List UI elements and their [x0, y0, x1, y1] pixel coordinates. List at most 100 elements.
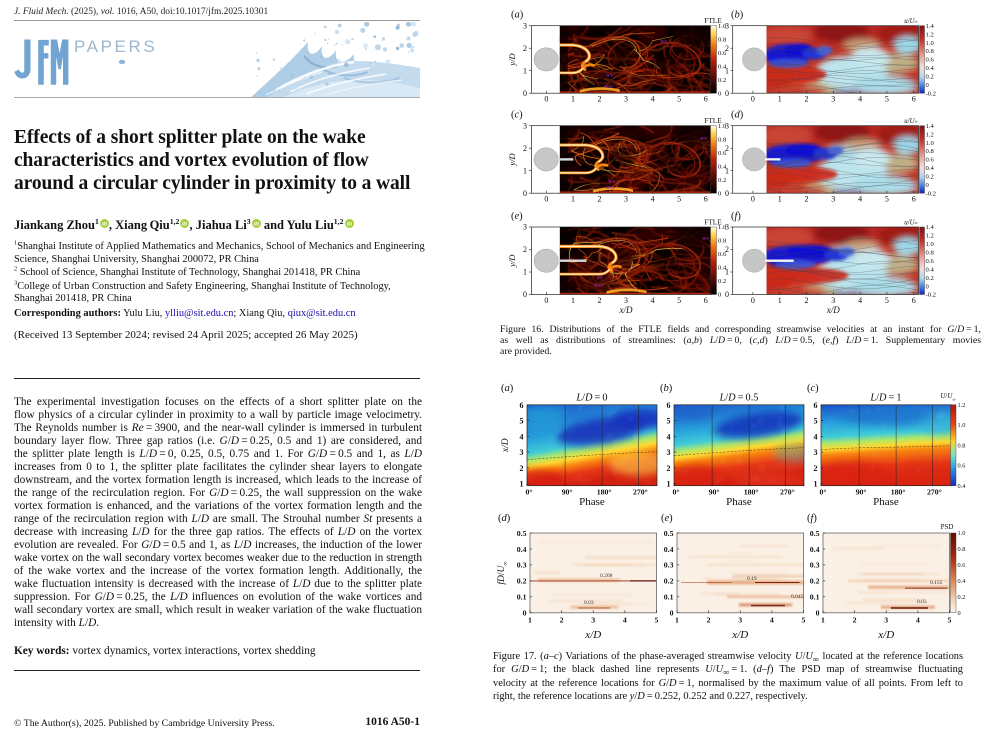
- svg-text:5: 5: [802, 615, 806, 624]
- svg-text:0.6: 0.6: [926, 157, 935, 164]
- svg-text:0: 0: [523, 89, 527, 98]
- svg-text:5: 5: [948, 615, 952, 624]
- svg-text:1.4: 1.4: [926, 123, 935, 130]
- svg-text:0: 0: [751, 296, 755, 305]
- svg-text:4: 4: [623, 615, 627, 624]
- svg-text:4: 4: [651, 296, 655, 305]
- svg-text:3: 3: [831, 195, 835, 204]
- svg-text:270°: 270°: [927, 488, 942, 497]
- svg-text:PAPERS: PAPERS: [74, 37, 157, 56]
- svg-text:1: 1: [523, 268, 527, 277]
- svg-text:FTLE: FTLE: [704, 16, 722, 25]
- svg-text:0: 0: [718, 190, 722, 197]
- svg-text:0.2: 0.2: [926, 174, 934, 181]
- svg-text:0.1: 0.1: [517, 593, 527, 602]
- svg-text:0: 0: [718, 90, 722, 97]
- svg-text:u/U∞: u/U∞: [904, 118, 917, 125]
- svg-text:3: 3: [523, 21, 527, 30]
- svg-text:(a): (a): [511, 10, 524, 21]
- svg-text:0.4: 0.4: [718, 265, 727, 272]
- svg-text:1: 1: [523, 66, 527, 75]
- svg-text:2: 2: [667, 464, 671, 473]
- svg-text:(e): (e): [661, 513, 673, 524]
- svg-text:0: 0: [725, 189, 729, 198]
- svg-text:x/D: x/D: [619, 305, 633, 315]
- svg-text:0: 0: [926, 283, 930, 290]
- svg-text:5: 5: [677, 95, 681, 104]
- svg-text:0.6: 0.6: [958, 562, 966, 569]
- svg-text:0: 0: [926, 182, 930, 189]
- svg-text:3: 3: [667, 448, 671, 457]
- svg-text:4: 4: [770, 615, 774, 624]
- svg-text:1.0: 1.0: [718, 224, 727, 231]
- svg-text:0: 0: [926, 82, 930, 89]
- svg-text:0: 0: [958, 610, 961, 617]
- svg-text:0.6: 0.6: [718, 150, 727, 157]
- svg-text:1: 1: [528, 615, 532, 624]
- svg-text:2: 2: [598, 296, 602, 305]
- svg-text:0.2: 0.2: [810, 577, 820, 586]
- svg-text:0.2: 0.2: [718, 77, 726, 84]
- svg-text:0.6: 0.6: [958, 463, 966, 470]
- svg-text:0.4: 0.4: [926, 65, 935, 72]
- svg-text:6: 6: [704, 296, 708, 305]
- svg-text:2: 2: [523, 245, 527, 254]
- svg-text:4: 4: [520, 432, 524, 441]
- svg-text:3: 3: [523, 121, 527, 130]
- svg-text:0.3: 0.3: [664, 561, 674, 570]
- svg-text:3: 3: [624, 95, 628, 104]
- svg-text:3: 3: [520, 448, 524, 457]
- svg-text:1: 1: [571, 195, 575, 204]
- svg-text:WSV: WSV: [594, 283, 605, 288]
- svg-text:WV2: WV2: [608, 179, 617, 186]
- svg-text:(a): (a): [501, 383, 514, 394]
- svg-text:3: 3: [725, 121, 729, 130]
- svg-text:iD: iD: [102, 222, 107, 228]
- svg-text:0.2: 0.2: [664, 577, 674, 586]
- svg-text:2: 2: [805, 296, 809, 305]
- svg-text:0.6: 0.6: [718, 251, 727, 258]
- svg-text:0.8: 0.8: [718, 36, 727, 43]
- svg-text:0: 0: [544, 195, 548, 204]
- svg-text:0: 0: [751, 95, 755, 104]
- svg-text:1.0: 1.0: [718, 23, 727, 30]
- svg-text:1: 1: [821, 615, 825, 624]
- svg-text:WV1: WV1: [660, 39, 669, 46]
- svg-text:1.0: 1.0: [926, 241, 935, 248]
- svg-text:Phase: Phase: [726, 496, 752, 508]
- svg-text:5: 5: [885, 195, 889, 204]
- svg-text:5: 5: [677, 296, 681, 305]
- svg-text:0°: 0°: [525, 488, 532, 497]
- svg-text:2: 2: [725, 44, 729, 53]
- svg-text:1.2: 1.2: [926, 131, 934, 138]
- svg-text:0.5: 0.5: [664, 529, 674, 538]
- svg-text:1: 1: [675, 615, 679, 624]
- svg-text:3: 3: [725, 223, 729, 232]
- svg-text:0.3: 0.3: [810, 561, 820, 570]
- svg-text:2: 2: [560, 615, 564, 624]
- svg-text:(f): (f): [807, 513, 817, 524]
- svg-text:180°: 180°: [891, 488, 906, 497]
- svg-text:1: 1: [667, 480, 671, 489]
- svg-text:6: 6: [912, 195, 916, 204]
- svg-text:1.0: 1.0: [958, 530, 966, 537]
- svg-text:4: 4: [858, 95, 862, 104]
- svg-text:x/D: x/D: [501, 438, 511, 453]
- svg-text:1: 1: [725, 66, 729, 75]
- svg-text:y/D: y/D: [507, 52, 517, 66]
- svg-text:3: 3: [624, 195, 628, 204]
- svg-text:0: 0: [751, 195, 755, 204]
- svg-text:WV2: WV2: [596, 275, 605, 282]
- svg-text:6: 6: [704, 195, 708, 204]
- svg-text:0.5: 0.5: [517, 529, 527, 538]
- svg-text:5: 5: [655, 615, 659, 624]
- svg-text:0.2: 0.2: [718, 278, 726, 285]
- svg-text:6: 6: [667, 401, 671, 410]
- svg-text:90°: 90°: [709, 488, 720, 497]
- svg-text:(b): (b): [731, 10, 744, 21]
- svg-text:x/D: x/D: [584, 629, 601, 641]
- svg-text:WV2: WV2: [606, 73, 615, 80]
- svg-text:1.2: 1.2: [926, 233, 934, 240]
- svg-text:0.8: 0.8: [926, 48, 935, 55]
- svg-text:(f): (f): [731, 211, 741, 222]
